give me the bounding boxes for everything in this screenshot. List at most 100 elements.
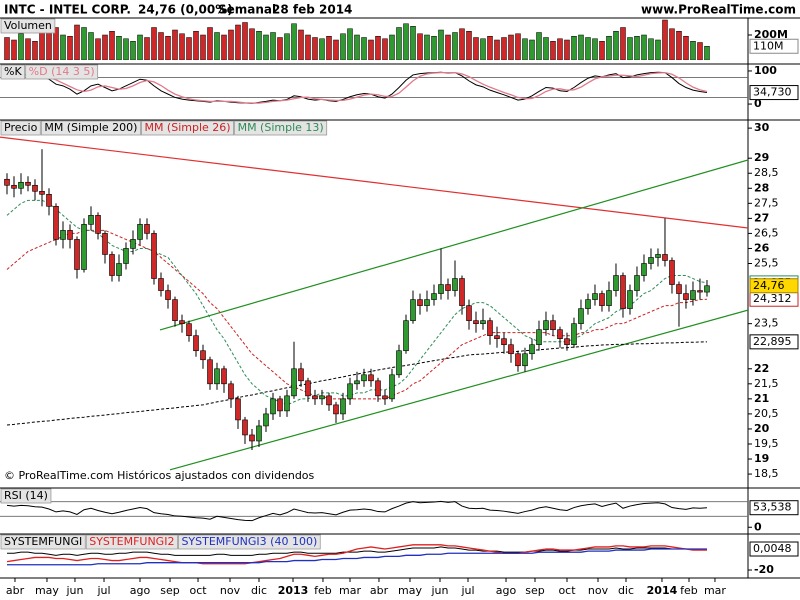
last-value-label: 34,730: [753, 86, 792, 99]
candle-body: [445, 284, 451, 291]
volume-bar: [277, 37, 283, 60]
volume-bar: [424, 34, 430, 60]
volume-bar: [172, 29, 178, 60]
candle-body: [571, 323, 577, 346]
candle-body: [403, 320, 409, 352]
candle-body: [144, 224, 150, 234]
candle-body: [305, 380, 311, 397]
legend-box: [0, 534, 86, 550]
volume-bar: [347, 28, 353, 60]
candle-body: [389, 374, 395, 400]
volume-bar: [11, 39, 17, 60]
candle-body: [361, 374, 367, 382]
candle-body: [32, 184, 38, 192]
x-tick-label: jun: [431, 584, 449, 597]
volume-bar: [46, 31, 52, 60]
candle-body: [186, 323, 192, 336]
y-tick-label: 0: [754, 97, 762, 110]
volume-bar: [676, 31, 682, 60]
candle-body: [641, 263, 647, 276]
panel: [4, 19, 710, 60]
x-tick-label: dic: [618, 584, 634, 597]
volume-bar: [683, 36, 689, 60]
candle-body: [543, 320, 549, 330]
candle-body: [95, 215, 101, 234]
volume-bar: [613, 31, 619, 60]
y-tick-label: 200M: [754, 28, 788, 41]
volume-bar: [88, 32, 94, 60]
x-tick-label: nov: [588, 584, 609, 597]
volume-bar: [431, 36, 437, 60]
volume-bar: [326, 36, 332, 60]
y-tick-label: 23,5: [754, 317, 779, 330]
candle-body: [564, 338, 570, 346]
y-tick-label: 19,5: [754, 437, 779, 450]
volume-bar: [578, 34, 584, 60]
candle-body: [655, 254, 661, 258]
legend-label: Precio: [4, 121, 38, 134]
volume-bar: [368, 39, 374, 60]
volume-bar: [494, 39, 500, 60]
indicator-line: [6, 71, 708, 104]
volume-bar: [669, 28, 675, 60]
annotation: © ProRealTime.com Históricos ajustados c…: [4, 469, 315, 482]
volume-bar: [60, 34, 66, 60]
volume-bar: [361, 37, 367, 60]
volume-bar: [256, 31, 262, 60]
legend-box: [0, 120, 41, 136]
y-tick-label: 100: [754, 64, 777, 77]
candle-body: [172, 299, 178, 321]
legend-box: [40, 120, 141, 136]
candle-body: [277, 398, 283, 412]
candle-body: [473, 320, 479, 324]
candle-body: [662, 254, 668, 261]
candle-body: [368, 374, 374, 382]
volume-bar: [151, 27, 157, 60]
candle-body: [536, 329, 542, 346]
volume-bar: [74, 24, 80, 60]
volume-bar: [452, 32, 458, 60]
legend-box: [85, 534, 178, 550]
legend-box: [0, 488, 52, 504]
volume-bar: [137, 34, 143, 60]
x-tick-label: 2014: [647, 584, 678, 597]
last-value-box: [749, 85, 799, 101]
candle-body: [578, 308, 584, 324]
candle-body: [410, 299, 416, 321]
candle-body: [88, 215, 94, 225]
legend-label: RSI (14): [4, 489, 48, 502]
candle-body: [585, 299, 591, 309]
candle-body: [424, 299, 430, 306]
candle-body: [382, 395, 388, 400]
candle-body: [354, 380, 360, 385]
candle-body: [151, 233, 157, 279]
candle-body: [431, 293, 437, 300]
last-value-label: 0,0048: [753, 542, 792, 555]
last-value-label: 24,312: [753, 292, 792, 305]
legend-box: [178, 534, 321, 550]
y-tick-label: 26: [754, 241, 770, 254]
volume-bar: [179, 33, 185, 60]
volume-bar: [123, 38, 129, 60]
y-tick-label: 18,5: [754, 467, 779, 480]
x-tick-label: ago: [130, 584, 151, 597]
candle-body: [137, 224, 143, 240]
panel: [6, 544, 707, 566]
trend-line: [159, 159, 748, 331]
last-value-box: [749, 334, 799, 350]
last-value-label: 24,76: [753, 279, 785, 292]
volume-bar: [200, 34, 206, 60]
volume-bar: [697, 42, 703, 60]
y-tick-label: 19: [754, 452, 769, 465]
moving-average: [6, 199, 708, 406]
candle-body: [109, 254, 115, 276]
volume-bar: [403, 23, 409, 60]
volume-bar: [319, 38, 325, 60]
last-value-label: 22,895: [753, 335, 792, 348]
volume-bar: [312, 37, 318, 60]
candle-body: [130, 239, 136, 249]
candle-body: [676, 284, 682, 294]
volume-bar: [193, 31, 199, 60]
last-value-box: [749, 541, 799, 557]
legend-label: MM (Simple 13): [238, 121, 324, 134]
